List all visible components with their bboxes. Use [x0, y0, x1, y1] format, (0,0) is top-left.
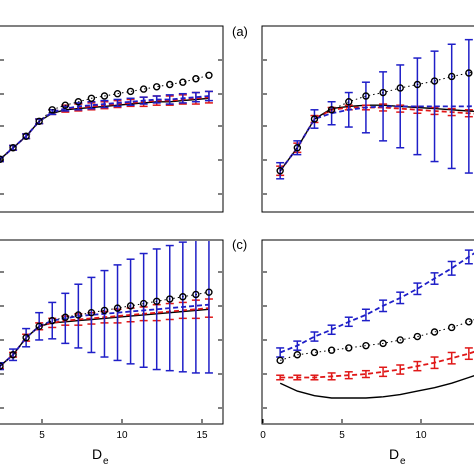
data-point	[327, 106, 336, 114]
panel-top-right	[276, 38, 474, 180]
data-point	[100, 92, 109, 100]
data-point	[430, 328, 439, 336]
x-axis-label-right: D e	[389, 446, 406, 467]
data-point	[100, 306, 109, 315]
data-point	[310, 348, 319, 357]
series-line-1	[279, 252, 474, 354]
data-point	[126, 302, 135, 310]
panel-bottom-left-frame	[0, 239, 224, 425]
data-point	[87, 308, 96, 317]
data-point	[293, 351, 302, 359]
data-point	[61, 101, 69, 109]
data-point	[48, 316, 56, 325]
x-axis-label-right-sub: e	[400, 456, 406, 467]
data-point	[179, 78, 187, 86]
x-tick-label: 15	[196, 430, 208, 441]
data-point	[379, 339, 387, 348]
series-line-1	[279, 105, 474, 172]
data-point	[61, 313, 69, 321]
data-point	[35, 322, 43, 331]
data-point	[153, 297, 161, 305]
series-line-3	[279, 375, 474, 399]
data-point	[465, 69, 473, 77]
panel-top-right-frame	[261, 25, 474, 213]
series-line-0	[0, 74, 210, 160]
panel-bottom-right	[276, 249, 474, 399]
data-point	[74, 311, 83, 319]
series-line-0	[0, 291, 209, 367]
x-axis-label-left-main: D	[92, 446, 102, 462]
data-point	[396, 336, 404, 344]
data-point	[48, 106, 56, 114]
data-point	[113, 304, 122, 312]
data-point	[74, 98, 83, 106]
panel-bottom-left	[0, 241, 213, 374]
data-point	[345, 344, 353, 352]
data-point	[413, 332, 422, 341]
series-line-3	[279, 104, 474, 172]
data-point	[126, 87, 135, 96]
data-point	[362, 92, 370, 100]
data-point	[166, 80, 174, 89]
data-point	[22, 333, 30, 342]
data-point	[205, 71, 213, 80]
data-point	[276, 167, 284, 175]
data-point	[35, 117, 43, 126]
series-line-2	[280, 350, 474, 379]
data-point	[310, 115, 319, 123]
data-point	[0, 362, 4, 370]
data-point	[396, 84, 404, 92]
data-point	[9, 351, 17, 359]
series-line-2	[279, 106, 474, 172]
data-point	[192, 75, 200, 83]
data-point	[447, 72, 456, 81]
x-axis-label-left: D e	[92, 446, 109, 467]
x-axis-label-left-sub: e	[103, 456, 109, 467]
data-point	[113, 89, 122, 98]
data-point	[430, 77, 439, 85]
data-point	[153, 83, 161, 91]
data-point	[192, 290, 200, 299]
data-point	[345, 98, 353, 106]
x-axis-label-right-main: D	[389, 446, 399, 462]
data-point	[465, 318, 473, 326]
data-point	[327, 346, 336, 354]
data-point	[166, 295, 174, 303]
panel-label-a: (a)	[232, 24, 248, 39]
data-point	[293, 144, 302, 152]
data-point	[362, 341, 370, 350]
panel-bottom-right-frame	[261, 239, 474, 425]
panel-top-left	[0, 71, 213, 163]
data-point	[0, 155, 4, 163]
data-point	[139, 85, 148, 93]
data-point	[179, 293, 187, 301]
data-point	[447, 323, 456, 332]
data-point	[379, 88, 387, 97]
x-tick-label: 5	[339, 430, 345, 441]
x-tick-label: 5	[39, 430, 45, 441]
x-tick-label: 10	[116, 430, 128, 441]
data-point	[413, 80, 422, 89]
panel-top-left-frame	[0, 25, 224, 213]
data-point	[276, 356, 284, 365]
data-point	[22, 132, 30, 140]
data-point	[139, 299, 148, 308]
data-point	[87, 94, 96, 103]
plot-layer: 5 10 15 0 5 10	[0, 38, 474, 441]
data-point	[9, 144, 17, 152]
x-tick-label: 10	[415, 430, 427, 441]
x-tick-label: 0	[260, 430, 266, 441]
panel-label-c: (c)	[232, 237, 247, 252]
series-line-0	[280, 319, 474, 361]
series-line-0	[279, 71, 474, 172]
data-point	[205, 288, 213, 296]
